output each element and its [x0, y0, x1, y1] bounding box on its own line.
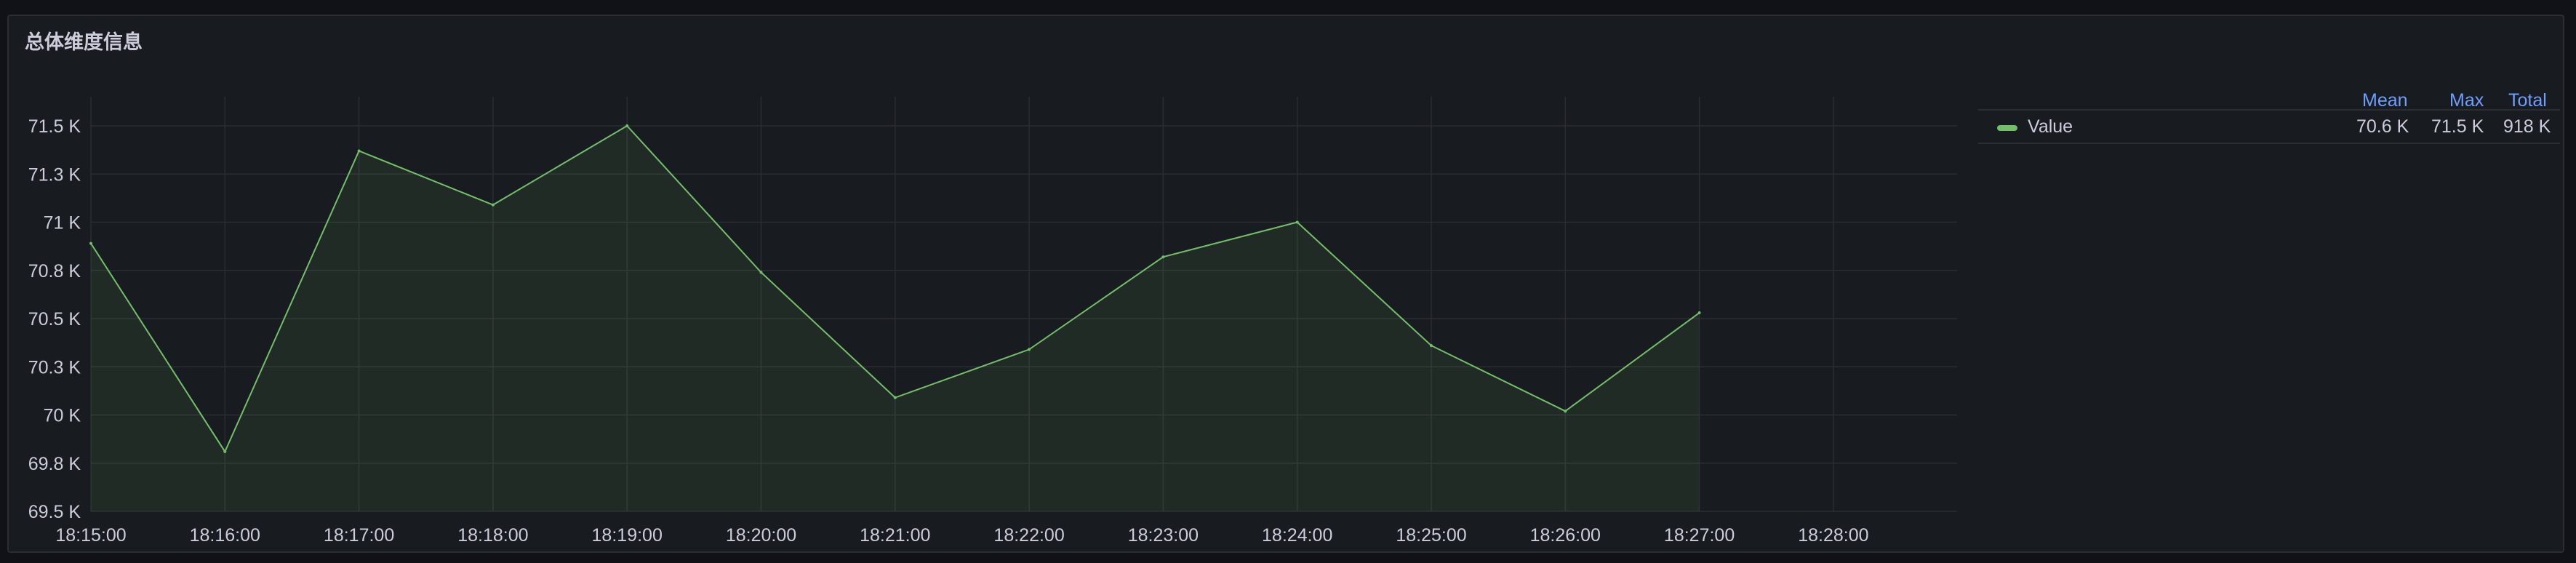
y-tick-label: 69.8 K — [28, 454, 81, 474]
legend-row[interactable]: Value 70.6 K 71.5 K 918 K — [1978, 111, 2560, 144]
data-point — [759, 271, 763, 274]
panel: 总体维度信息 69.5 K 69.8 K 70 K 70.3 K 70.5 K 70.8 … — [7, 15, 2564, 553]
x-tick-label: 18:15:00 — [55, 525, 126, 546]
y-tick-label: 70.8 K — [28, 261, 81, 282]
panel-title: 总体维度信息 — [25, 31, 143, 53]
x-tick-label: 18:28:00 — [1798, 525, 1868, 546]
data-point — [1028, 348, 1031, 351]
x-tick-label: 18:22:00 — [993, 525, 1064, 546]
legend-header-mean[interactable]: Mean — [2362, 90, 2408, 111]
data-point — [893, 396, 897, 399]
data-point — [357, 149, 361, 153]
legend: Mean Max Total Value 70.6 K 71.5 K 918 K — [1978, 76, 2560, 144]
y-tick-label: 71 K — [44, 213, 81, 233]
y-tick-label: 70.5 K — [28, 309, 81, 330]
x-tick-label: 18:27:00 — [1664, 525, 1735, 546]
chart-grid — [90, 97, 1957, 512]
x-tick-label: 18:24:00 — [1262, 525, 1332, 546]
data-point — [1295, 220, 1299, 224]
x-tick-label: 18:23:00 — [1128, 525, 1199, 546]
x-tick-label: 18:25:00 — [1396, 525, 1466, 546]
legend-header-total[interactable]: Total — [2508, 90, 2547, 111]
x-tick-label: 18:19:00 — [592, 525, 663, 546]
legend-mean-value: 70.6 K — [2356, 116, 2409, 137]
x-tick-label: 18:17:00 — [324, 525, 394, 546]
x-tick-label: 18:16:00 — [190, 525, 260, 546]
data-point — [625, 124, 629, 127]
y-tick-label: 71.5 K — [28, 116, 81, 137]
time-series-chart[interactable]: 69.5 K 69.8 K 70 K 70.3 K 70.5 K 70.8 K 71 K 71… — [9, 16, 1972, 554]
data-point — [223, 450, 227, 453]
legend-header-max[interactable]: Max — [2449, 90, 2484, 111]
data-point — [1564, 410, 1567, 413]
x-axis: 18:15:00 18:16:00 18:17:00 18:18:00 18:19:00… — [55, 525, 1868, 546]
legend-max-value: 71.5 K — [2431, 116, 2484, 137]
legend-total-value: 918 K — [2503, 116, 2551, 137]
data-point — [1161, 255, 1165, 259]
y-tick-label: 71.3 K — [28, 164, 81, 185]
x-tick-label: 18:21:00 — [860, 525, 930, 546]
x-tick-label: 18:20:00 — [726, 525, 796, 546]
y-tick-label: 70.3 K — [28, 357, 81, 378]
y-axis: 69.5 K 69.8 K 70 K 70.3 K 70.5 K 70.8 K 71 K 71… — [28, 116, 81, 522]
area-layer — [89, 124, 1701, 511]
legend-header: Mean Max Total — [1978, 76, 2560, 111]
legend-series-name[interactable]: Value — [2028, 116, 2073, 137]
x-tick-label: 18:26:00 — [1530, 525, 1601, 546]
data-point — [1697, 311, 1701, 315]
data-point — [1430, 344, 1433, 348]
y-tick-label: 70 K — [44, 406, 81, 426]
x-tick-label: 18:18:00 — [457, 525, 528, 546]
data-point — [89, 241, 92, 245]
series-area-fill — [91, 126, 1700, 511]
series-color-swatch — [1997, 125, 2017, 131]
y-tick-label: 69.5 K — [28, 502, 81, 522]
data-point — [491, 203, 495, 207]
